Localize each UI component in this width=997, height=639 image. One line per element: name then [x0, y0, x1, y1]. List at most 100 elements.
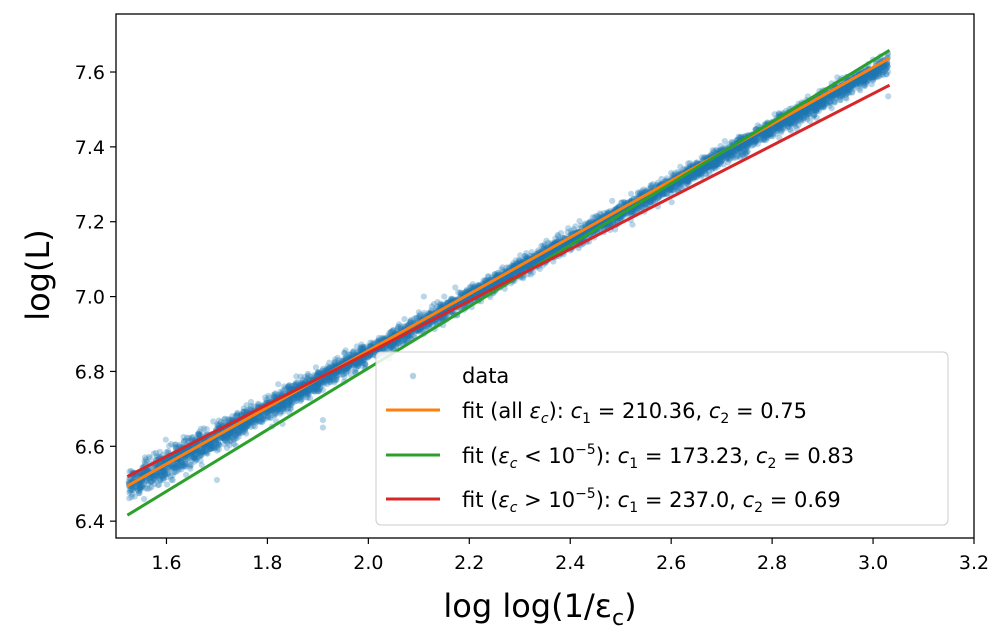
data-point: [837, 97, 844, 104]
data-point: [392, 343, 399, 350]
data-point: [185, 434, 193, 442]
data-point: [272, 410, 279, 417]
data-point: [843, 85, 850, 92]
data-point: [327, 379, 334, 386]
data-point: [835, 89, 842, 96]
data-point: [176, 463, 183, 470]
data-point: [817, 103, 824, 110]
data-point: [314, 386, 321, 393]
data-point: [629, 221, 636, 228]
data-point: [865, 75, 873, 82]
data-point: [766, 126, 773, 133]
data-point: [843, 95, 850, 102]
data-point: [396, 339, 403, 346]
data-point: [883, 71, 890, 78]
data-point: [274, 407, 281, 414]
data-point: [811, 103, 818, 110]
data-point: [782, 119, 789, 126]
data-point: [844, 90, 851, 97]
data-point: [309, 387, 316, 394]
data-point: [131, 493, 138, 500]
data-point: [793, 118, 800, 125]
data-point: [812, 101, 819, 108]
data-point: [846, 84, 853, 91]
data-point: [778, 127, 785, 134]
data-point: [816, 103, 823, 110]
data-point: [275, 406, 282, 413]
data-point: [814, 99, 821, 107]
data-point: [192, 452, 199, 459]
data-point: [263, 396, 270, 403]
data-point: [839, 88, 846, 95]
data-point: [516, 258, 523, 265]
data-point: [266, 409, 273, 416]
data-point: [187, 451, 194, 458]
data-point: [215, 439, 222, 447]
data-point: [342, 347, 349, 354]
data-point: [315, 380, 322, 387]
data-point: [213, 437, 220, 444]
data-point: [788, 118, 795, 125]
data-point: [828, 95, 835, 102]
data-point: [232, 435, 239, 442]
data-point: [649, 181, 657, 188]
data-point: [707, 160, 714, 167]
data-point: [183, 434, 190, 441]
data-point: [538, 242, 545, 249]
data-point: [194, 431, 202, 438]
data-point: [182, 462, 189, 469]
data-point: [141, 495, 148, 503]
data-point: [219, 433, 226, 440]
data-point: [857, 81, 864, 88]
data-point: [861, 82, 868, 89]
data-point: [680, 177, 687, 184]
data-point: [136, 485, 143, 492]
data-point: [213, 447, 221, 454]
data-point: [839, 91, 847, 98]
data-point: [197, 425, 204, 432]
data-point: [850, 81, 857, 88]
data-point: [744, 144, 751, 151]
data-point: [808, 108, 816, 115]
data-point: [289, 383, 296, 390]
data-point: [387, 344, 394, 351]
data-point: [845, 89, 853, 96]
data-point: [814, 103, 822, 110]
data-point: [361, 360, 369, 367]
data-point: [523, 263, 531, 270]
data-point: [231, 428, 238, 435]
data-point: [173, 459, 180, 466]
data-point: [854, 80, 861, 88]
data-point: [387, 344, 394, 351]
data-point: [259, 415, 266, 422]
data-point: [301, 387, 308, 394]
data-point: [278, 390, 285, 397]
data-point: [195, 431, 203, 438]
data-point: [864, 74, 871, 81]
data-point: [618, 199, 625, 206]
data-point: [728, 147, 735, 154]
data-point: [352, 365, 359, 372]
data-point: [789, 117, 797, 124]
data-point: [275, 381, 282, 388]
data-point: [189, 434, 196, 441]
data-point: [441, 293, 448, 300]
data-point: [821, 96, 828, 103]
data-point: [354, 363, 361, 370]
data-point: [173, 463, 180, 470]
data-point: [780, 121, 787, 128]
data-point: [873, 74, 880, 81]
data-point: [312, 383, 319, 390]
data-point: [754, 122, 761, 129]
data-point: [193, 451, 200, 458]
data-point: [823, 100, 830, 107]
data-point: [244, 422, 252, 429]
data-point: [266, 408, 273, 415]
data-point: [407, 318, 414, 325]
data-point: [311, 373, 318, 380]
data-point: [828, 92, 835, 99]
data-point: [824, 100, 831, 107]
data-point: [817, 104, 824, 111]
data-point: [251, 403, 258, 410]
